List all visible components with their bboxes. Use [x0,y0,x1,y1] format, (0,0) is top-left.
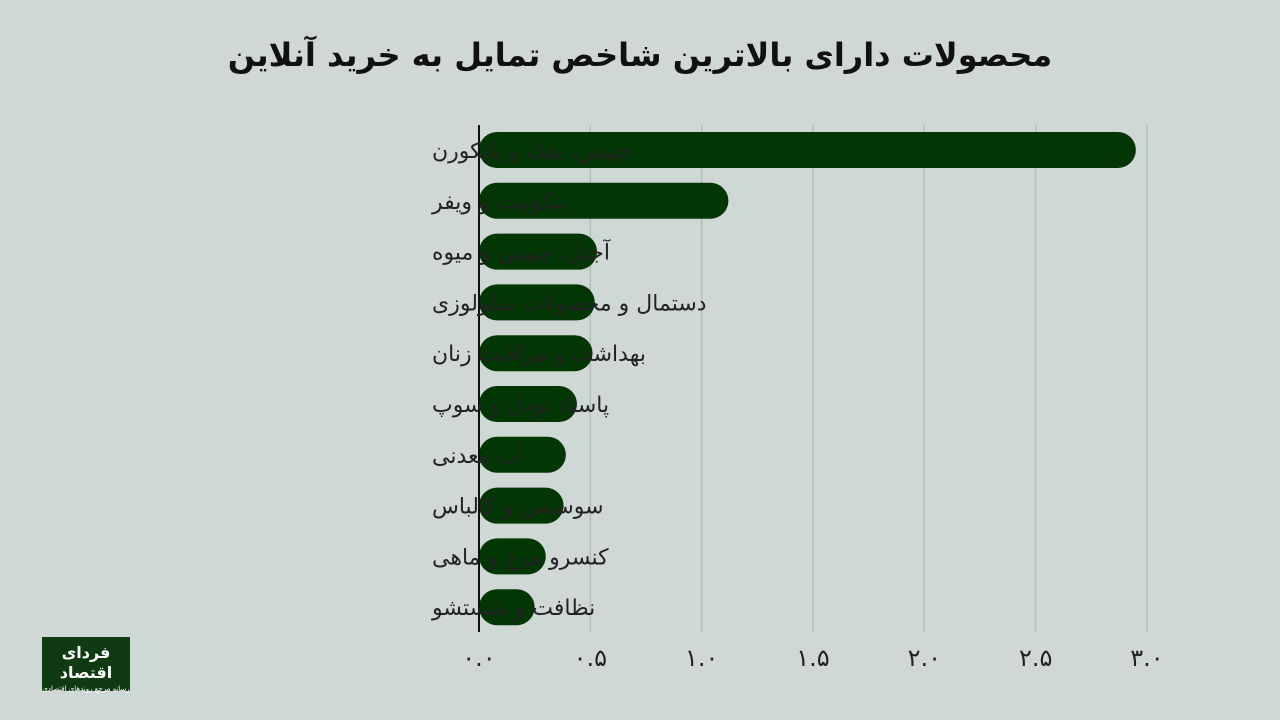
bar [479,182,729,219]
category-label: چیپس، پفک و پاپکورن [432,139,632,164]
bar [479,233,598,270]
category-label: نظافت و شستشو [431,596,595,621]
bar [479,436,566,473]
x-tick-labels: ۰.۰ ۰.۵ ۱.۰ ۱.۵ ۲.۰ ۲.۵ ۳.۰ [462,644,1163,672]
category-label: آب معدنی [432,442,525,469]
logo-name: فردای اقتصاد [59,643,113,682]
x-tick-label: ۱.۵ [796,644,829,672]
brand-logo: فردای اقتصاد رسانه مرجع روندهای اقتصادی [42,637,130,693]
category-label: آجیل، چیپس و میوه [432,239,611,266]
bar [479,386,577,422]
x-tick-label: ۲.۰ [908,644,941,672]
bars [479,132,1136,626]
category-label: بیکوییت و ویفر [431,190,567,215]
bar [479,284,595,321]
chart-title: محصولات دارای بالاترین شاخص تمایل به خری… [227,36,1053,74]
x-tick-label: ۲.۵ [1019,644,1052,672]
x-tick-label: ۳.۰ [1130,644,1163,672]
bar [479,487,564,524]
x-tick-label: ۰.۰ [462,644,495,672]
x-tick-label: ۱.۰ [685,644,718,672]
category-label: پاستا، نودل و سوپ [432,393,609,418]
bar [479,132,1136,168]
bar [479,589,535,626]
bar [479,335,593,372]
category-label: سوسیس و کالباس [432,495,604,520]
category-label: دستمال و محصولات سلولوزی [432,291,707,316]
category-label: کنسرو مرغ و ماهی [432,545,609,570]
bar [479,538,546,575]
logo-tagline: رسانه مرجع روندهای اقتصادی [42,685,130,693]
category-labels: چیپس، پفک و پاپکورن بیکوییت و ویفر آجیل، چ… [431,139,707,621]
category-label: بهداشت و مراقبت زنان [432,342,646,367]
x-tick-label: ۰.۵ [574,644,607,672]
